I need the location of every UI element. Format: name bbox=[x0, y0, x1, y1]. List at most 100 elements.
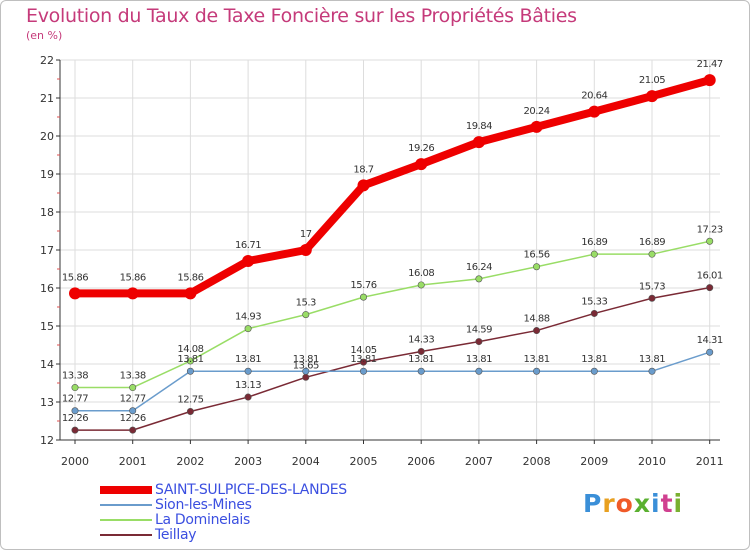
data-point bbox=[302, 373, 310, 381]
y-tick-label: 20 bbox=[40, 130, 54, 143]
y-tick-label: 12 bbox=[40, 434, 54, 447]
data-point bbox=[415, 158, 428, 171]
logo-letter: t bbox=[660, 489, 674, 518]
data-label: 14.05 bbox=[350, 345, 376, 356]
data-label: 16.89 bbox=[581, 237, 607, 248]
x-tick-label: 2003 bbox=[234, 455, 262, 468]
chart-title: Evolution du Taux de Taxe Foncière sur l… bbox=[26, 5, 577, 27]
data-point bbox=[69, 287, 81, 300]
data-point bbox=[533, 327, 541, 335]
data-label: 13.81 bbox=[581, 354, 607, 365]
data-label: 20.64 bbox=[581, 91, 607, 102]
data-point bbox=[646, 90, 658, 103]
data-label: 14.31 bbox=[697, 335, 723, 346]
data-point bbox=[590, 367, 598, 375]
data-label: 20.24 bbox=[524, 106, 550, 117]
data-label: 16.56 bbox=[524, 250, 550, 261]
x-tick-label: 2011 bbox=[696, 455, 724, 468]
x-tick-label: 2010 bbox=[638, 455, 666, 468]
y-tick-label: 13 bbox=[40, 396, 54, 409]
data-point bbox=[590, 250, 598, 258]
data-point bbox=[71, 426, 79, 434]
data-point bbox=[242, 255, 255, 268]
proxiti-logo: Proxiti bbox=[583, 489, 683, 518]
data-label: 17.23 bbox=[697, 224, 723, 235]
logo-letter: r bbox=[602, 489, 616, 518]
data-label: 15.86 bbox=[62, 272, 88, 283]
data-point bbox=[648, 250, 656, 258]
data-point bbox=[129, 384, 137, 392]
chart-subtitle: (en %) bbox=[26, 29, 63, 42]
data-point bbox=[71, 384, 79, 392]
data-label: 12.26 bbox=[62, 413, 88, 424]
legend-label: SAINT-SULPICE-DES-LANDES bbox=[155, 482, 347, 498]
logo-letter: i bbox=[651, 489, 661, 518]
data-point bbox=[244, 367, 252, 375]
legend-label: La Dominelais bbox=[155, 512, 250, 528]
data-point bbox=[359, 367, 367, 375]
data-point bbox=[590, 309, 598, 317]
data-label: 15.76 bbox=[350, 280, 376, 291]
data-point bbox=[530, 120, 543, 133]
data-label: 16.89 bbox=[639, 237, 665, 248]
x-tick-label: 2004 bbox=[292, 455, 320, 468]
y-tick-label: 14 bbox=[40, 358, 54, 371]
logo-letter: x bbox=[633, 489, 651, 518]
data-point bbox=[648, 367, 656, 375]
data-point bbox=[126, 287, 139, 300]
x-tick-label: 2006 bbox=[407, 455, 435, 468]
data-label: 15.86 bbox=[177, 272, 203, 283]
data-point bbox=[706, 237, 714, 245]
data-label: 12.75 bbox=[177, 395, 203, 406]
data-label: 12.77 bbox=[120, 394, 146, 405]
data-label: 13.13 bbox=[235, 380, 261, 391]
y-tick-label: 22 bbox=[40, 54, 54, 67]
data-label: 13.81 bbox=[524, 354, 550, 365]
series-line-sion-les-mines bbox=[75, 351, 710, 412]
data-label: 21.05 bbox=[639, 75, 665, 86]
logo-letter: i bbox=[673, 489, 684, 518]
data-label: 13.81 bbox=[350, 354, 376, 365]
data-point bbox=[417, 347, 425, 355]
data-point bbox=[359, 293, 367, 301]
data-label: 14.08 bbox=[177, 344, 203, 355]
data-label: 13.38 bbox=[62, 371, 88, 382]
y-tick-label: 16 bbox=[40, 282, 54, 295]
y-tick-label: 18 bbox=[40, 206, 54, 219]
data-label: 13.81 bbox=[466, 354, 492, 365]
data-label: 16.71 bbox=[235, 240, 261, 251]
data-point bbox=[472, 136, 485, 149]
data-label: 13.38 bbox=[120, 371, 146, 382]
data-label: 21.47 bbox=[697, 59, 723, 70]
logo-letter: P bbox=[583, 489, 603, 518]
data-label: 13.81 bbox=[235, 354, 261, 365]
x-tick-label: 2005 bbox=[350, 455, 378, 468]
data-point bbox=[475, 367, 483, 375]
data-point bbox=[129, 426, 137, 434]
x-tick-label: 2002 bbox=[176, 455, 204, 468]
data-point bbox=[703, 74, 716, 87]
legend-swatch bbox=[100, 486, 152, 494]
data-point bbox=[648, 294, 656, 302]
data-point bbox=[533, 367, 541, 375]
data-label: 18.7 bbox=[353, 164, 373, 175]
data-point bbox=[244, 325, 252, 333]
legend-swatch bbox=[100, 534, 152, 536]
data-label: 19.84 bbox=[466, 121, 492, 132]
data-label: 16.08 bbox=[408, 268, 434, 279]
y-tick-label: 21 bbox=[40, 92, 54, 105]
y-tick-label: 15 bbox=[40, 320, 54, 333]
data-label: 15.3 bbox=[296, 298, 316, 309]
data-point bbox=[706, 348, 714, 356]
data-point bbox=[475, 338, 483, 346]
data-point bbox=[302, 367, 310, 375]
series-line-la-dominelais bbox=[75, 240, 710, 389]
data-label: 12.77 bbox=[62, 394, 88, 405]
legend-swatch bbox=[100, 504, 152, 506]
data-point bbox=[357, 179, 370, 192]
data-label: 12.26 bbox=[120, 413, 146, 424]
data-label: 16.01 bbox=[697, 271, 723, 282]
data-label: 19.26 bbox=[408, 143, 434, 154]
data-point bbox=[184, 287, 197, 300]
